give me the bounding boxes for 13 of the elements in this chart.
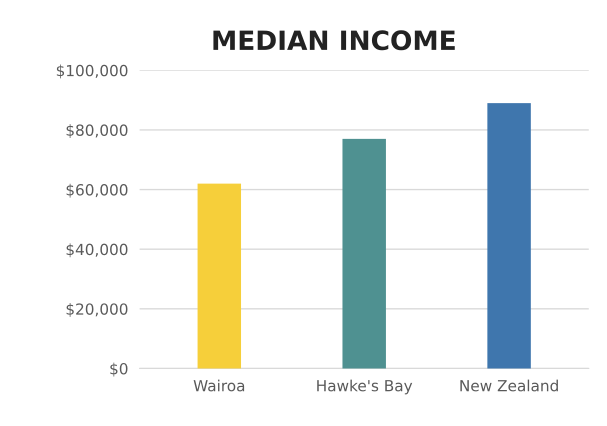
- bar: [342, 138, 386, 368]
- x-tick-label: Hawke's Bay: [317, 380, 412, 394]
- bar: [198, 184, 242, 368]
- bar: [487, 103, 531, 368]
- chart-title: MEDIAN INCOME: [213, 30, 455, 50]
- y-tick-label: $60,000: [66, 184, 128, 198]
- y-tick-label: $20,000: [66, 303, 128, 317]
- y-tick-label: $100,000: [56, 64, 128, 78]
- y-tick-label: $0: [110, 362, 128, 377]
- x-tick-label: New Zealand: [460, 380, 558, 392]
- y-tick-label: $40,000: [66, 243, 128, 258]
- x-tick-label: Wairoa: [194, 380, 244, 392]
- y-tick-label: $80,000: [66, 124, 128, 138]
